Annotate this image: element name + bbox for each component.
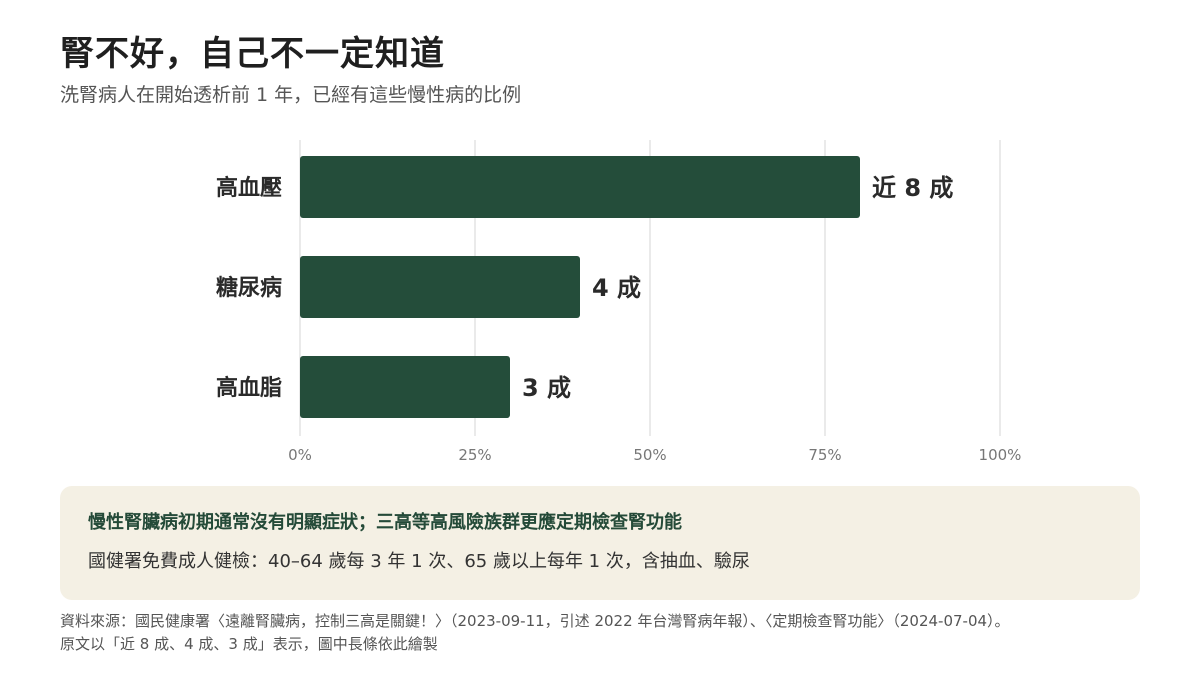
bar [300,356,510,418]
info-callout: 慢性腎臟病初期通常沒有明顯症狀；三高等高風險族群更應定期檢查腎功能 國健署免費成… [60,486,1140,600]
x-tick-label: 50% [633,446,666,464]
data-label: 近 8 成 [872,174,953,202]
callout-headline: 慢性腎臟病初期通常沒有明顯症狀；三高等高風險族群更應定期檢查腎功能 [88,512,682,533]
x-tick-label: 0% [288,446,312,464]
data-label: 4 成 [592,274,641,302]
x-tick-label: 100% [979,446,1022,464]
bar [300,256,580,318]
x-tick-label: 25% [458,446,491,464]
category-label: 高血脂 [216,375,282,401]
category-label: 高血壓 [216,175,282,201]
x-tick-label: 75% [808,446,841,464]
chart-subtitle: 洗腎病人在開始透析前 1 年，已經有這些慢性病的比例 [60,84,522,106]
data-label: 3 成 [522,374,571,402]
source-line-1: 資料來源：國民健康署〈遠離腎臟病，控制三高是關鍵！〉（2023-09-11，引述… [60,612,1010,630]
source-note: 資料來源：國民健康署〈遠離腎臟病，控制三高是關鍵！〉（2023-09-11，引述… [60,610,1160,656]
callout-body: 國健署免費成人健檢：40–64 歲每 3 年 1 次、65 歲以上每年 1 次，… [88,551,750,572]
chart-title: 腎不好，自己不一定知道 [60,34,445,74]
bar [300,156,860,218]
source-line-2: 原文以「近 8 成、4 成、3 成」表示，圖中長條依此繪製 [60,635,438,653]
category-label: 糖尿病 [216,275,282,301]
